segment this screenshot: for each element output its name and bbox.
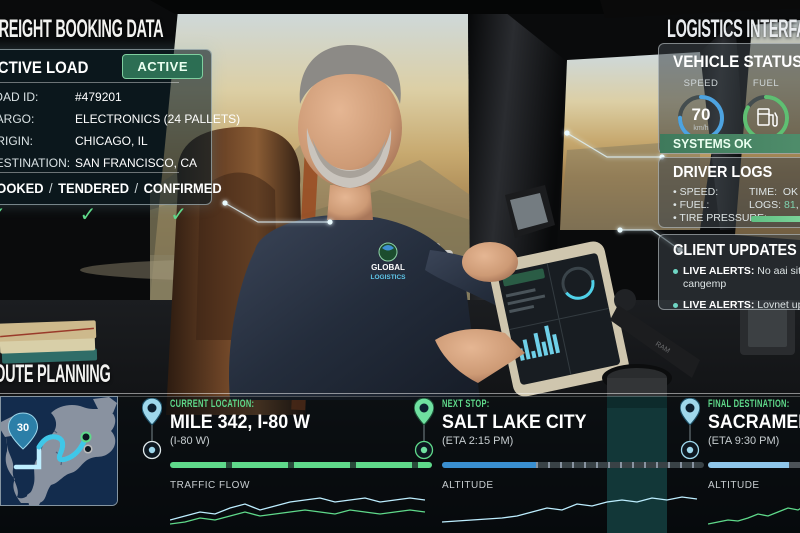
svg-text:GLOBAL: GLOBAL (371, 263, 405, 272)
svg-text:LOGISTICS: LOGISTICS (370, 274, 406, 281)
svg-text:30: 30 (17, 422, 29, 434)
